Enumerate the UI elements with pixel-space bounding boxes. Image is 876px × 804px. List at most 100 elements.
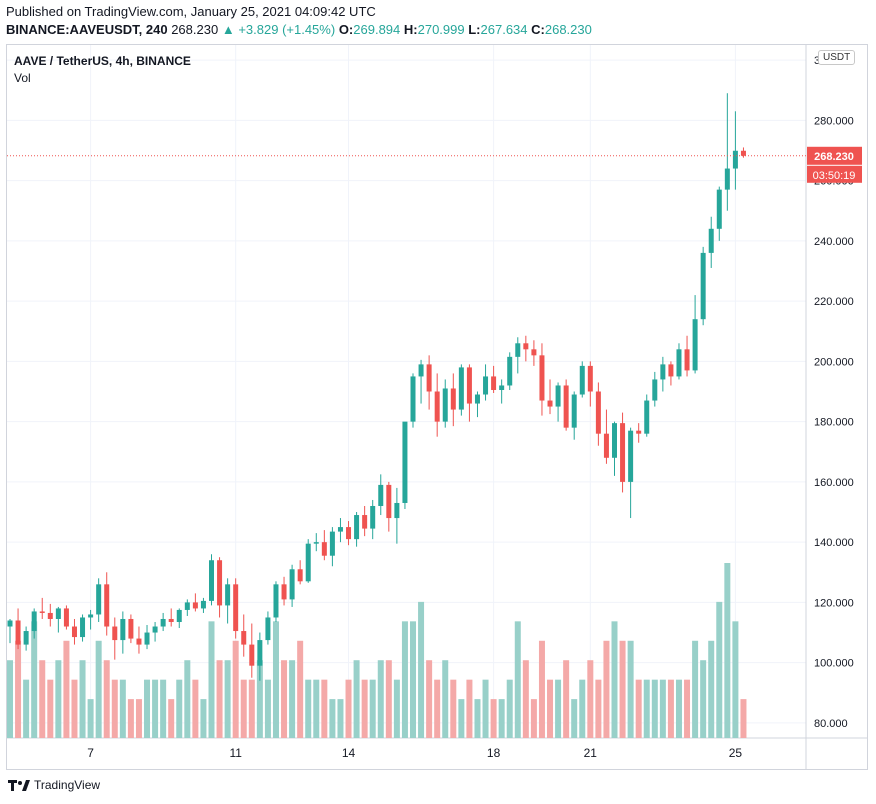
candle-body[interactable] <box>80 617 86 638</box>
candle-body[interactable] <box>144 632 150 645</box>
candle-body[interactable] <box>305 543 311 582</box>
candle-body[interactable] <box>579 365 585 395</box>
candle-body[interactable] <box>88 614 94 618</box>
candle-body[interactable] <box>676 349 682 377</box>
candle-body[interactable] <box>321 542 327 556</box>
candle-body[interactable] <box>483 376 489 395</box>
footer-brand[interactable]: TradingView <box>8 778 100 792</box>
currency-button[interactable]: USDT <box>818 50 856 65</box>
candle-body[interactable] <box>571 394 577 428</box>
candle-body[interactable] <box>233 584 239 632</box>
candle-body[interactable] <box>71 626 77 638</box>
candle-body[interactable] <box>225 584 231 606</box>
candle-body[interactable] <box>603 433 609 458</box>
volume-bar <box>740 699 747 738</box>
candle-body[interactable] <box>700 252 706 320</box>
candle-body[interactable] <box>136 638 142 645</box>
candle-body[interactable] <box>692 319 698 371</box>
candle-body[interactable] <box>31 611 37 632</box>
candle-body[interactable] <box>547 400 553 407</box>
candle-body[interactable] <box>466 367 472 404</box>
candle-body[interactable] <box>684 349 690 371</box>
candle-body[interactable] <box>23 631 29 645</box>
volume-bar <box>635 679 642 738</box>
candle-body[interactable] <box>370 505 376 529</box>
candle-body[interactable] <box>192 602 198 609</box>
candle-body[interactable] <box>257 640 263 666</box>
candle-body[interactable] <box>329 531 335 556</box>
candle-body[interactable] <box>337 527 343 532</box>
candle-body[interactable] <box>265 617 271 641</box>
candle-body[interactable] <box>241 631 247 645</box>
candle-body[interactable] <box>152 626 158 633</box>
candle-body[interactable] <box>362 515 368 529</box>
candle-body[interactable] <box>555 385 561 407</box>
candle-body[interactable] <box>426 364 432 392</box>
candle-body[interactable] <box>289 569 295 600</box>
candle-body[interactable] <box>660 364 666 380</box>
candle-body[interactable] <box>346 527 352 540</box>
candle-body[interactable] <box>313 542 319 544</box>
candle-body[interactable] <box>378 484 384 506</box>
candle-body[interactable] <box>47 612 53 619</box>
candle-body[interactable] <box>386 484 392 519</box>
volume-bar <box>587 660 594 738</box>
candle-body[interactable] <box>732 150 738 169</box>
volume-bar <box>63 640 70 738</box>
candle-body[interactable] <box>587 365 593 392</box>
candle-body[interactable] <box>39 611 45 613</box>
candle-body[interactable] <box>563 385 569 428</box>
candle-body[interactable] <box>507 356 513 386</box>
candle-body[interactable] <box>249 644 255 666</box>
candle-body[interactable] <box>63 608 69 627</box>
candle-body[interactable] <box>7 620 13 627</box>
candle-body[interactable] <box>442 388 448 422</box>
candle-body[interactable] <box>474 394 480 404</box>
candle-body[interactable] <box>418 364 424 377</box>
candle-body[interactable] <box>458 367 464 410</box>
candle-body[interactable] <box>168 618 174 622</box>
candle-body[interactable] <box>450 388 456 410</box>
candle-body[interactable] <box>636 430 642 434</box>
candle-body[interactable] <box>209 560 214 601</box>
candle-body[interactable] <box>652 379 658 401</box>
candle-body[interactable] <box>281 584 287 600</box>
candle-body[interactable] <box>160 618 166 627</box>
candle-body[interactable] <box>491 376 497 390</box>
candle-body[interactable] <box>716 189 722 229</box>
candle-body[interactable] <box>724 168 730 190</box>
candle-body[interactable] <box>531 349 537 356</box>
candle-body[interactable] <box>708 228 714 253</box>
candle-body[interactable] <box>15 620 21 645</box>
candle-body[interactable] <box>668 364 674 377</box>
candle-body[interactable] <box>620 423 626 482</box>
candle-body[interactable] <box>55 608 61 619</box>
candle-body[interactable] <box>644 400 650 434</box>
candle-body[interactable] <box>273 584 279 618</box>
candle-body[interactable] <box>612 423 617 458</box>
candle-body[interactable] <box>539 355 545 401</box>
candle-body[interactable] <box>402 421 408 503</box>
candle-body[interactable] <box>410 376 416 422</box>
low-label: L: <box>468 22 481 37</box>
candle-body[interactable] <box>394 502 400 519</box>
candle-body[interactable] <box>628 430 634 482</box>
candle-body[interactable] <box>104 584 110 627</box>
candle-body[interactable] <box>595 391 601 434</box>
candle-body[interactable] <box>297 569 303 582</box>
candle-body[interactable] <box>120 618 126 641</box>
candle-body[interactable] <box>217 560 223 606</box>
candle-body[interactable] <box>96 584 102 615</box>
candle-body[interactable] <box>523 343 529 350</box>
candle-body[interactable] <box>499 385 505 390</box>
candle-body[interactable] <box>112 626 118 641</box>
candle-body[interactable] <box>740 150 746 156</box>
candle-body[interactable] <box>354 515 360 540</box>
candle-body[interactable] <box>200 600 206 609</box>
candle-body[interactable] <box>128 618 134 639</box>
candle-body[interactable] <box>184 602 190 610</box>
candle-body[interactable] <box>515 343 521 357</box>
candle-body[interactable] <box>176 609 182 622</box>
candle-body[interactable] <box>434 391 440 422</box>
